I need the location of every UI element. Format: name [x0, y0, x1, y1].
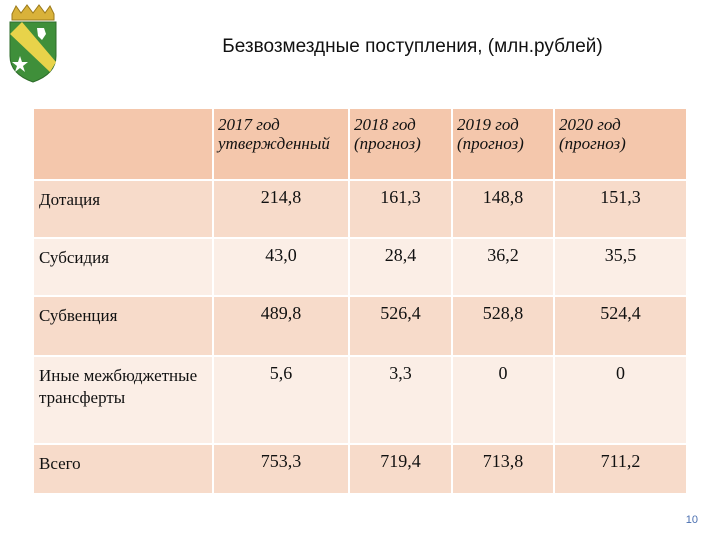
- cell-value: 528,8: [451, 295, 555, 357]
- table-header-row: 2017 год утвержденный 2018 год (прогноз) 2…: [32, 107, 688, 181]
- cell-value: 5,6: [212, 355, 350, 445]
- table-row-subsidy-dotation: Дотация 214,8 161,3 148,8 151,3: [32, 179, 688, 239]
- page-title: Безвозмездные поступления, (млн.рублей): [222, 36, 603, 57]
- table-row-subsidy: Субсидия 43,0 28,4 36,2 35,5: [32, 237, 688, 297]
- header-corner-cell: [32, 107, 214, 181]
- cell-value: 0: [451, 355, 555, 445]
- cell-value: 711,2: [553, 443, 688, 495]
- star-icon: [12, 56, 28, 72]
- cell-value: 489,8: [212, 295, 350, 357]
- row-label: Иные межбюджетные трансферты: [32, 355, 214, 445]
- cell-value: 713,8: [451, 443, 555, 495]
- cell-value: 3,3: [348, 355, 453, 445]
- cell-value: 148,8: [451, 179, 555, 239]
- cell-value: 753,3: [212, 443, 350, 495]
- header-2019: 2019 год (прогноз): [451, 107, 555, 181]
- cell-value: 526,4: [348, 295, 453, 357]
- cell-value: 36,2: [451, 237, 555, 297]
- revenue-table: 2017 год утвержденный 2018 год (прогноз) 2…: [32, 107, 688, 495]
- header-year: 2018 год: [354, 115, 416, 134]
- header-year: 2017 год: [218, 115, 280, 134]
- cell-value: 151,3: [553, 179, 688, 239]
- row-label: Дотация: [32, 179, 214, 239]
- cell-value: 214,8: [212, 179, 350, 239]
- header-2020: 2020 год (прогноз): [553, 107, 688, 181]
- header-status: (прогноз): [457, 134, 524, 153]
- cell-value: 35,5: [553, 237, 688, 297]
- table-row-total: Всего 753,3 719,4 713,8 711,2: [32, 443, 688, 495]
- cell-value: 719,4: [348, 443, 453, 495]
- cell-value: 0: [553, 355, 688, 445]
- table-row-other-transfers: Иные межбюджетные трансферты 5,6 3,3 0 0: [32, 355, 688, 445]
- crown-icon: [11, 4, 55, 21]
- cell-value: 524,4: [553, 295, 688, 357]
- header-2017: 2017 год утвержденный: [212, 107, 350, 181]
- header-year: 2019 год: [457, 115, 519, 134]
- header-2018: 2018 год (прогноз): [348, 107, 453, 181]
- row-label: Субвенция: [32, 295, 214, 357]
- cell-value: 43,0: [212, 237, 350, 297]
- cell-value: 161,3: [348, 179, 453, 239]
- row-label: Всего: [32, 443, 214, 495]
- header-status: (прогноз): [559, 134, 626, 153]
- table-row-subvention: Субвенция 489,8 526,4 528,8 524,4: [32, 295, 688, 357]
- header-status: (прогноз): [354, 134, 421, 153]
- row-label: Субсидия: [32, 237, 214, 297]
- page-number: 10: [685, 514, 698, 526]
- header-year: 2020 год: [559, 115, 621, 134]
- header-status: утвержденный: [218, 134, 330, 153]
- cell-value: 28,4: [348, 237, 453, 297]
- coat-of-arms-logo: [9, 4, 57, 83]
